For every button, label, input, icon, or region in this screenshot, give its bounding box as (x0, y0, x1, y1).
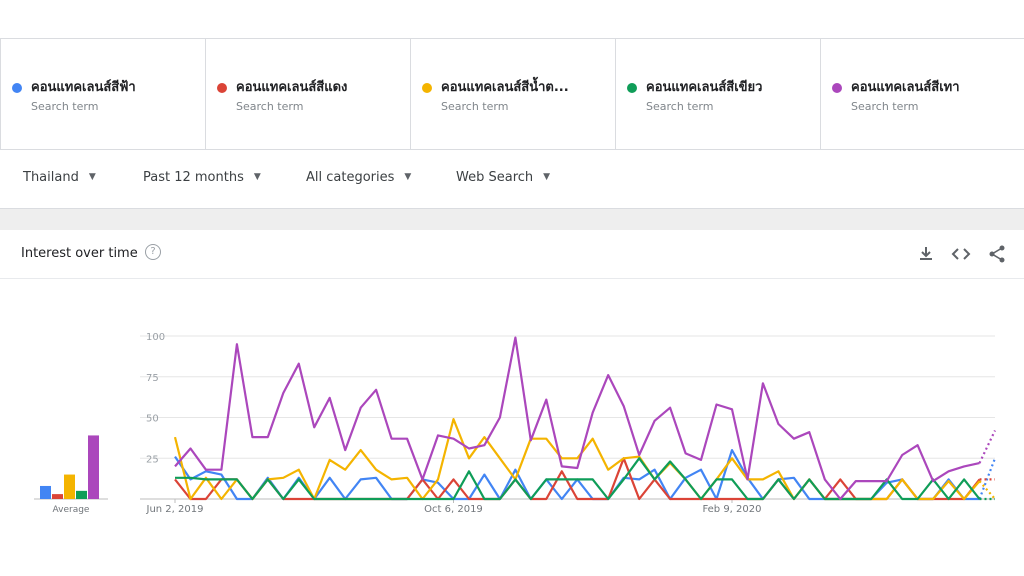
series-partial-line-2 (978, 480, 996, 500)
search-type-filter[interactable]: Web Search ▼ (456, 170, 550, 185)
series-line-3 (175, 457, 981, 501)
embed-code-icon[interactable] (951, 244, 971, 264)
search-term-type: Search term (441, 100, 509, 113)
series-color-dot-icon (832, 83, 842, 93)
x-tick-label: Jun 2, 2019 (146, 504, 204, 515)
search-term-type: Search term (236, 100, 304, 113)
card-title: Interest over time (21, 246, 138, 261)
share-icon[interactable] (987, 244, 1007, 264)
period-caret-icon: ▼ (253, 172, 261, 182)
search-terms-bar: คอนแทคเลนส์สีฟ้า Search term คอนแทคเลนส์สี… (0, 38, 1024, 150)
series-partial-line-0 (978, 457, 997, 500)
search-term-label: คอนแทคเลนส์สีฟ้า (31, 80, 136, 95)
search-type-filter-label: Web Search (456, 170, 534, 185)
search-term-card[interactable]: คอนแทคเลนส์สีเทา Search term (820, 38, 1024, 150)
interest-over-time-card: Interest over time ? 25 50 75 100 Jun 2, 201… (0, 230, 1024, 530)
average-bar (76, 490, 87, 499)
search-term-label: คอนแทคเลนส์สีเทา (851, 80, 960, 95)
search-type-caret-icon: ▼ (543, 172, 551, 182)
x-tick-label: Oct 6, 2019 (424, 504, 483, 515)
series-color-dot-icon (12, 83, 22, 93)
search-term-card[interactable]: คอนแทคเลนส์สีเขียว Search term (615, 38, 820, 150)
region-filter-label: Thailand (23, 170, 79, 185)
card-header: Interest over time ? (0, 230, 1024, 279)
region-caret-icon: ▼ (88, 172, 96, 182)
average-bar (64, 474, 75, 499)
y-tick-label: 75 (146, 373, 159, 384)
search-term-label: คอนแทคเลนส์สีเขียว (646, 80, 763, 95)
series-color-dot-icon (422, 83, 432, 93)
section-divider (0, 209, 1024, 230)
average-bar (88, 435, 99, 499)
average-bar (52, 494, 63, 499)
interest-chart: 25 50 75 100 Jun 2, 2019 Oct 6, 2019 Feb 9, 20… (34, 332, 997, 515)
y-tick-label: 25 (146, 454, 159, 465)
category-filter[interactable]: All categories ▼ (306, 170, 411, 185)
search-term-type: Search term (646, 100, 714, 113)
period-filter[interactable]: Past 12 months ▼ (143, 170, 261, 185)
x-tick-label: Feb 9, 2020 (702, 504, 761, 515)
series-partial-line-4 (978, 430, 996, 464)
help-icon[interactable]: ? (145, 244, 161, 260)
category-filter-label: All categories (306, 170, 395, 185)
y-tick-label: 50 (146, 414, 159, 425)
series-color-dot-icon (627, 83, 637, 93)
search-term-type: Search term (31, 100, 99, 113)
search-term-card[interactable]: คอนแทคเลนส์สีฟ้า Search term (0, 38, 205, 150)
period-filter-label: Past 12 months (143, 170, 244, 185)
search-term-card[interactable]: คอนแทคเลนส์สีแดง Search term (205, 38, 410, 150)
download-icon[interactable] (916, 244, 936, 264)
average-label: Average (53, 505, 90, 515)
category-caret-icon: ▼ (404, 172, 412, 182)
search-term-card[interactable]: คอนแทคเลนส์สีน้ำต... Search term (410, 38, 615, 150)
search-term-label: คอนแทคเลนส์สีแดง (236, 80, 348, 95)
search-term-type: Search term (851, 100, 919, 113)
series-line-1 (174, 457, 981, 501)
series-color-dot-icon (217, 83, 227, 93)
search-term-label: คอนแทคเลนส์สีน้ำต... (441, 80, 569, 95)
series-line-4 (174, 336, 980, 501)
y-tick-label: 100 (146, 332, 165, 343)
region-filter[interactable]: Thailand ▼ (23, 170, 96, 185)
average-bar (40, 485, 51, 499)
filters-bar: Thailand ▼ Past 12 months ▼ All categories… (0, 150, 1024, 209)
